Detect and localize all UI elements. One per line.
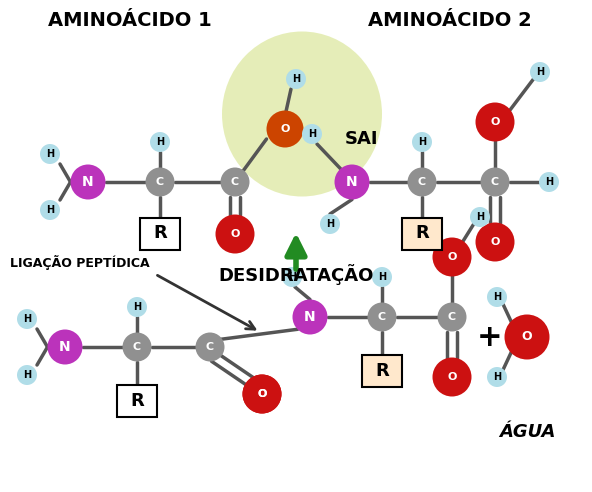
Circle shape: [286, 69, 306, 89]
Text: H: H: [493, 372, 501, 382]
Text: O: O: [230, 229, 240, 239]
Text: AMINOÁCIDO 1: AMINOÁCIDO 1: [48, 10, 212, 30]
Circle shape: [195, 333, 224, 362]
Text: O: O: [281, 124, 289, 134]
Circle shape: [220, 167, 249, 196]
Text: LIGAÇÃO PEPTÍDICA: LIGAÇÃO PEPTÍDICA: [10, 254, 150, 270]
Circle shape: [292, 300, 327, 335]
Circle shape: [368, 303, 397, 332]
Circle shape: [282, 267, 302, 287]
Text: C: C: [206, 342, 214, 352]
Circle shape: [433, 358, 471, 397]
Circle shape: [70, 164, 105, 199]
Text: N: N: [82, 175, 94, 189]
Text: O: O: [490, 117, 500, 127]
Text: O: O: [448, 372, 456, 382]
Circle shape: [487, 367, 507, 387]
Circle shape: [150, 132, 170, 152]
Circle shape: [17, 309, 37, 329]
Text: H: H: [292, 74, 300, 84]
Text: C: C: [133, 342, 141, 352]
Circle shape: [243, 374, 282, 413]
Text: C: C: [448, 312, 456, 322]
Text: H: H: [46, 205, 54, 215]
Circle shape: [437, 303, 466, 332]
Text: ÁGUA: ÁGUA: [499, 423, 555, 441]
Text: H: H: [23, 314, 31, 324]
Circle shape: [123, 333, 152, 362]
Text: H: H: [308, 129, 316, 139]
Circle shape: [475, 102, 514, 142]
Circle shape: [266, 111, 304, 148]
Circle shape: [530, 62, 550, 82]
Text: +: +: [477, 322, 503, 351]
Text: H: H: [133, 302, 141, 312]
Text: C: C: [418, 177, 426, 187]
Text: O: O: [258, 389, 266, 399]
Text: O: O: [258, 389, 266, 399]
Text: N: N: [346, 175, 358, 189]
Text: H: H: [326, 219, 334, 229]
Text: C: C: [491, 177, 499, 187]
Text: C: C: [378, 312, 386, 322]
FancyBboxPatch shape: [140, 217, 180, 249]
Text: SAI: SAI: [345, 130, 379, 148]
Circle shape: [215, 215, 255, 253]
Text: H: H: [418, 137, 426, 147]
Text: H: H: [378, 272, 386, 282]
Circle shape: [539, 172, 559, 192]
Circle shape: [127, 297, 147, 317]
Text: H: H: [46, 149, 54, 159]
Text: C: C: [231, 177, 239, 187]
FancyBboxPatch shape: [117, 385, 157, 417]
Text: H: H: [23, 370, 31, 380]
Text: N: N: [59, 340, 71, 354]
Text: R: R: [415, 224, 429, 243]
Ellipse shape: [222, 31, 382, 196]
Circle shape: [320, 214, 340, 234]
Text: H: H: [476, 212, 484, 222]
Text: R: R: [153, 224, 167, 243]
Text: H: H: [156, 137, 164, 147]
Circle shape: [372, 267, 392, 287]
Text: N: N: [304, 310, 316, 324]
Circle shape: [475, 222, 514, 262]
Text: C: C: [156, 177, 164, 187]
Circle shape: [470, 207, 490, 227]
Circle shape: [146, 167, 175, 196]
Text: R: R: [130, 392, 144, 409]
Circle shape: [47, 330, 82, 365]
FancyBboxPatch shape: [362, 355, 402, 387]
Circle shape: [243, 374, 282, 413]
Circle shape: [40, 200, 60, 220]
Circle shape: [412, 132, 432, 152]
Text: H: H: [493, 292, 501, 302]
Text: DESIDRATAÇÃO: DESIDRATAÇÃO: [218, 264, 374, 285]
Text: H: H: [545, 177, 553, 187]
Circle shape: [481, 167, 510, 196]
Circle shape: [17, 365, 37, 385]
Text: O: O: [490, 237, 500, 247]
Text: AMINOÁCIDO 2: AMINOÁCIDO 2: [368, 10, 532, 30]
FancyBboxPatch shape: [402, 217, 442, 249]
Text: H: H: [288, 272, 296, 282]
Text: H: H: [536, 67, 544, 77]
Circle shape: [487, 287, 507, 307]
Circle shape: [433, 238, 471, 277]
Circle shape: [40, 144, 60, 164]
Circle shape: [334, 164, 369, 199]
Text: O: O: [522, 331, 532, 343]
Text: O: O: [448, 252, 456, 262]
Circle shape: [407, 167, 436, 196]
Circle shape: [302, 124, 322, 144]
Circle shape: [504, 314, 549, 360]
Text: R: R: [375, 362, 389, 379]
